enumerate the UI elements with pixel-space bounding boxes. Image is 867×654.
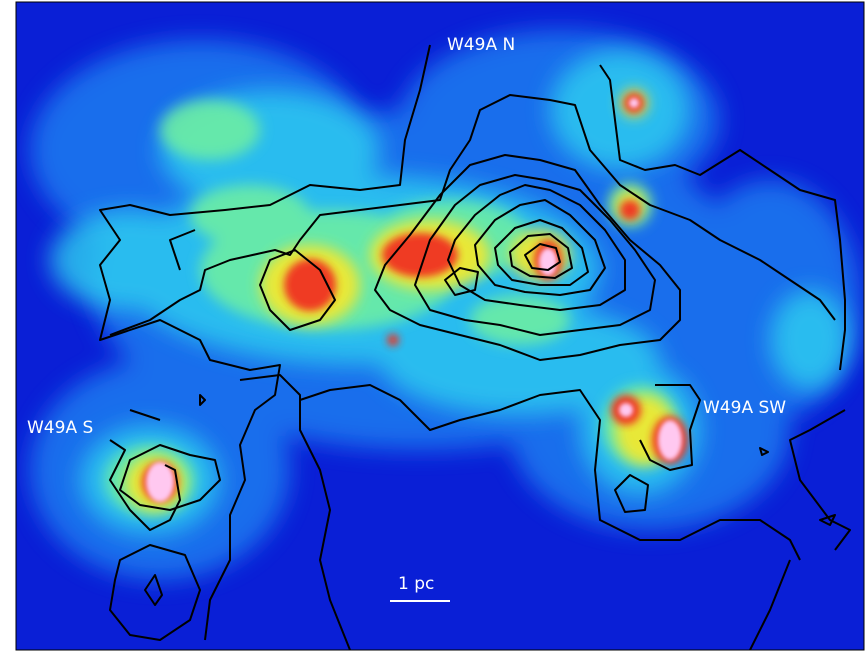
contour-outer (99, 44, 851, 650)
label-w49a-s: W49A S (27, 418, 93, 438)
label-w49a-n: W49A N (447, 35, 515, 55)
contour-6 (474, 199, 606, 296)
contour-w49a-s-ring (119, 444, 221, 511)
contour-2 (109, 94, 836, 421)
contour-lines (99, 44, 851, 650)
contour-south-left (109, 544, 201, 641)
peak-w49a-s (146, 462, 174, 502)
scale-bar-label: 1 pc (398, 574, 434, 594)
contour-sw-ring (614, 474, 649, 513)
contour-5 (447, 184, 626, 311)
contour-south-mid (299, 384, 801, 561)
contour-8 (509, 233, 573, 279)
peak-w49a-sw (658, 420, 682, 460)
diffuse-emission (30, 30, 860, 580)
contour-9 (524, 243, 561, 271)
contour-3 (374, 154, 681, 361)
contour-small-dot (759, 447, 769, 456)
contour-south-ridge (239, 374, 351, 650)
peak-w49a-sw-north (619, 403, 633, 417)
contour-w49a-s-outer (109, 439, 181, 531)
contour-east-stub (819, 514, 836, 526)
peak-northeast (629, 98, 639, 108)
contour-mid-left (259, 249, 336, 331)
peak-w49a-n (539, 248, 557, 276)
image-frame-border (15, 1, 865, 651)
contour-4 (414, 174, 656, 336)
contour-sw-outer (639, 384, 701, 471)
label-w49a-sw: W49A SW (703, 398, 786, 418)
contour-7 (494, 219, 589, 286)
contour-south-left-inner (144, 574, 163, 606)
contour-inner-left (444, 267, 479, 296)
